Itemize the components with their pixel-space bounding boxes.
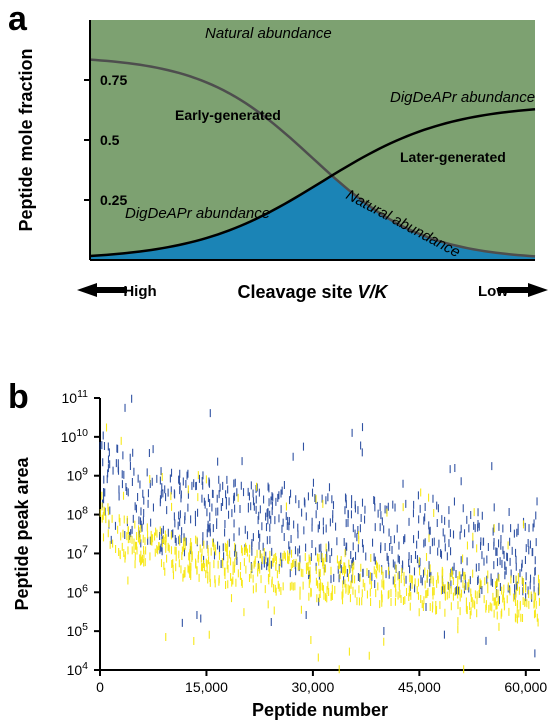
ytick-b-8: 108 — [67, 505, 89, 523]
ytick-a-2: 0.75 — [100, 72, 127, 88]
xtick-b-4: 60,000 — [504, 679, 547, 695]
panel-b-chart: 104 105 106 107 108 109 1010 1011 0 15,000 30,000 4… — [0, 388, 557, 724]
xtick-b-0: 0 — [96, 679, 104, 695]
ytick-b-10: 1010 — [61, 427, 88, 445]
figure-wrap: a 0.250.50.75Peptide mole fractionCleava… — [0, 0, 557, 724]
ylabel-b: Peptide peak area — [12, 456, 32, 610]
ytick-b-7: 107 — [67, 543, 89, 561]
xtick-b-1: 15,000 — [185, 679, 228, 695]
ytick-a-0: 0.25 — [100, 192, 127, 208]
ytick-b-4: 104 — [67, 660, 89, 678]
ytick-b-5: 105 — [67, 621, 89, 639]
xlabel-b: Peptide number — [252, 700, 388, 720]
xtick-b-2: 30,000 — [291, 679, 334, 695]
label-early: Early-generated — [175, 107, 281, 123]
ytick-a-1: 0.5 — [100, 132, 120, 148]
label-digdeapr-bottom: DigDeAPr abundance — [125, 205, 270, 222]
label-late: Later-generated — [400, 149, 506, 165]
ytick-b-9: 109 — [67, 466, 89, 484]
ytick-b-6: 106 — [67, 582, 89, 600]
label-digdeapr-top: DigDeAPr abundance — [390, 89, 535, 106]
ylabel-a: Peptide mole fraction — [16, 48, 36, 231]
x-high-label: High — [123, 283, 156, 300]
panel-a-chart: 0.25 0.5 0.75 Peptide mole fraction Cleavage… — [0, 10, 557, 340]
arrow-left-icon — [77, 283, 127, 297]
xtick-b-3: 45,000 — [398, 679, 441, 695]
ytick-b-11: 1011 — [62, 388, 89, 406]
label-natural-top: Natural abundance — [205, 25, 332, 42]
xlabel-a: Cleavage site V/K — [237, 282, 389, 302]
